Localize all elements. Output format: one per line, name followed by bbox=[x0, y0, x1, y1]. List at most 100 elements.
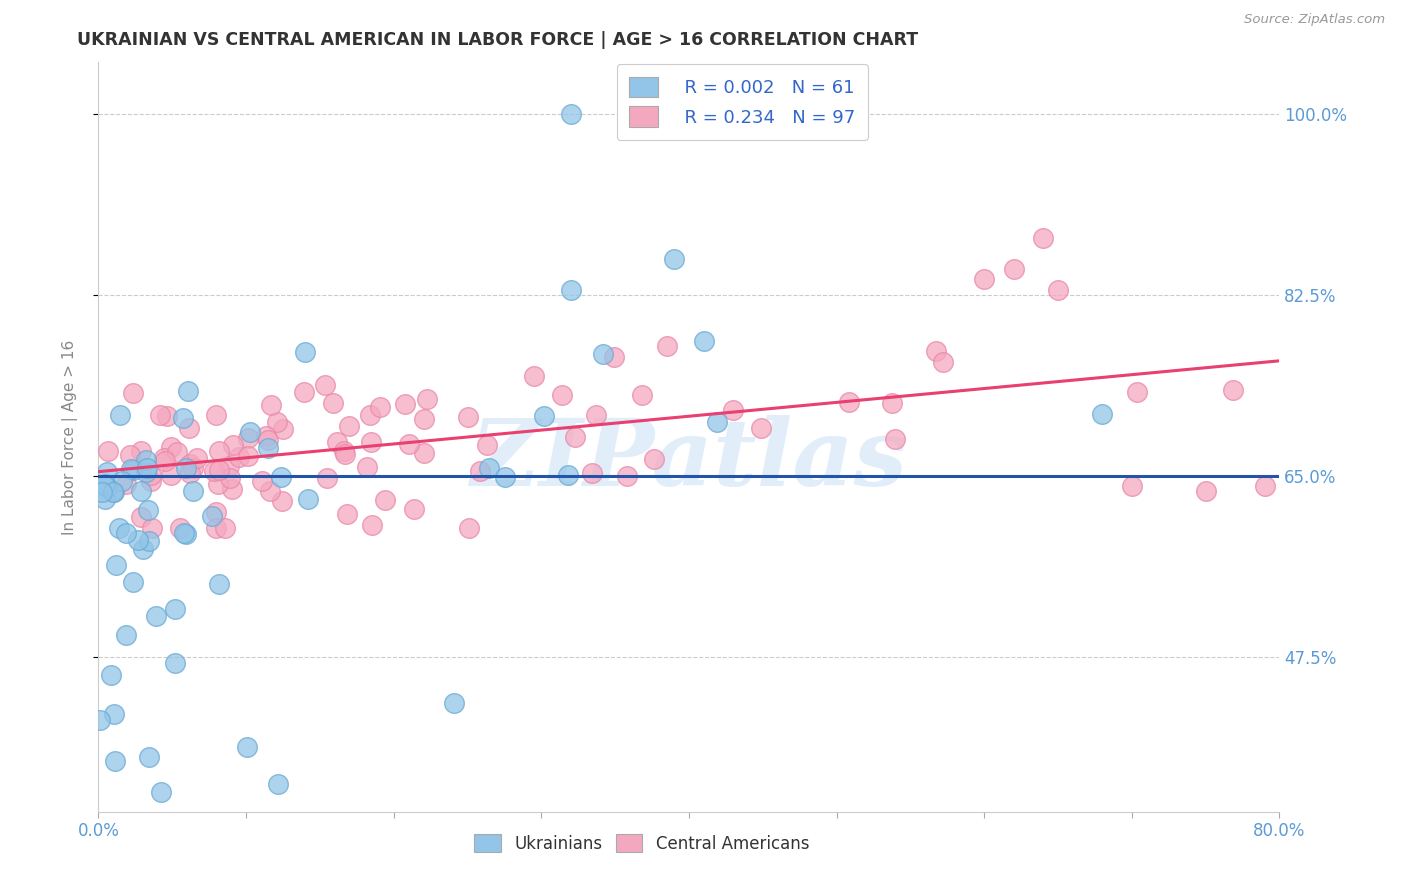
Point bbox=[337, 419, 360, 434]
Point bbox=[179, 458, 201, 472]
Point bbox=[416, 392, 439, 407]
Point bbox=[1254, 479, 1277, 493]
Point bbox=[201, 509, 224, 524]
Point bbox=[93, 478, 115, 492]
Point bbox=[177, 421, 200, 435]
Point bbox=[135, 460, 157, 475]
Point bbox=[592, 347, 614, 361]
Point bbox=[153, 450, 176, 465]
Point bbox=[89, 713, 111, 727]
Point bbox=[208, 577, 231, 591]
Point bbox=[120, 461, 142, 475]
Point bbox=[457, 410, 479, 425]
Point bbox=[880, 395, 903, 409]
Point bbox=[335, 447, 357, 461]
Point bbox=[297, 491, 319, 506]
Point bbox=[404, 502, 426, 516]
Point bbox=[114, 477, 136, 491]
Point bbox=[179, 466, 201, 480]
Point bbox=[374, 493, 396, 508]
Point bbox=[202, 464, 225, 478]
Point bbox=[110, 474, 132, 488]
Point bbox=[655, 339, 678, 353]
Point bbox=[135, 452, 157, 467]
Point bbox=[235, 739, 257, 754]
Point bbox=[1002, 262, 1025, 277]
Point bbox=[150, 784, 173, 798]
Point bbox=[129, 483, 152, 498]
Point bbox=[138, 503, 160, 517]
Point bbox=[132, 541, 155, 556]
Point bbox=[181, 483, 204, 498]
Point bbox=[135, 465, 157, 479]
Point bbox=[523, 368, 546, 383]
Point bbox=[271, 422, 294, 436]
Point bbox=[560, 283, 582, 297]
Point bbox=[259, 483, 281, 498]
Point bbox=[266, 415, 288, 429]
Point bbox=[254, 429, 277, 443]
Point bbox=[260, 399, 283, 413]
Point bbox=[361, 517, 384, 532]
Point bbox=[1091, 407, 1114, 421]
Text: UKRAINIAN VS CENTRAL AMERICAN IN LABOR FORCE | AGE > 16 CORRELATION CHART: UKRAINIAN VS CENTRAL AMERICAN IN LABOR F… bbox=[77, 31, 918, 49]
Point bbox=[207, 463, 229, 477]
Point bbox=[266, 777, 288, 791]
Point bbox=[174, 460, 197, 475]
Point bbox=[412, 446, 434, 460]
Point bbox=[443, 696, 465, 710]
Point bbox=[104, 754, 127, 768]
Point bbox=[494, 470, 516, 484]
Point bbox=[325, 435, 347, 450]
Point bbox=[218, 458, 240, 473]
Point bbox=[394, 397, 416, 411]
Point bbox=[149, 409, 172, 423]
Point bbox=[322, 396, 344, 410]
Point bbox=[208, 444, 231, 458]
Point bbox=[131, 510, 153, 524]
Point bbox=[550, 388, 572, 402]
Point bbox=[156, 409, 179, 423]
Point bbox=[270, 470, 292, 484]
Point bbox=[314, 378, 336, 392]
Point bbox=[94, 476, 117, 491]
Point bbox=[138, 750, 160, 764]
Point bbox=[236, 449, 259, 463]
Point bbox=[1121, 479, 1143, 493]
Point bbox=[103, 485, 125, 500]
Point bbox=[398, 437, 420, 451]
Point bbox=[749, 420, 772, 434]
Point bbox=[557, 467, 579, 482]
Point bbox=[336, 507, 359, 521]
Point bbox=[90, 484, 112, 499]
Point bbox=[127, 533, 149, 548]
Point bbox=[160, 467, 183, 482]
Point bbox=[138, 534, 160, 549]
Point bbox=[413, 412, 436, 426]
Point bbox=[368, 400, 391, 414]
Point bbox=[97, 444, 120, 458]
Point bbox=[884, 432, 907, 446]
Point bbox=[122, 574, 145, 589]
Point bbox=[107, 521, 129, 535]
Point bbox=[564, 430, 586, 444]
Point bbox=[163, 656, 186, 670]
Y-axis label: In Labor Force | Age > 16: In Labor Force | Age > 16 bbox=[62, 340, 77, 534]
Point bbox=[616, 469, 638, 483]
Point bbox=[257, 441, 280, 455]
Point bbox=[470, 464, 492, 478]
Point bbox=[603, 350, 626, 364]
Point bbox=[294, 344, 316, 359]
Point bbox=[359, 409, 381, 423]
Point bbox=[257, 433, 280, 447]
Point bbox=[218, 471, 240, 485]
Point bbox=[100, 668, 122, 682]
Legend: Ukrainians, Central Americans: Ukrainians, Central Americans bbox=[468, 828, 815, 860]
Point bbox=[159, 440, 181, 454]
Point bbox=[122, 386, 145, 401]
Point bbox=[105, 558, 128, 572]
Point bbox=[172, 411, 194, 425]
Point bbox=[630, 387, 652, 401]
Point bbox=[475, 438, 498, 452]
Point bbox=[207, 476, 229, 491]
